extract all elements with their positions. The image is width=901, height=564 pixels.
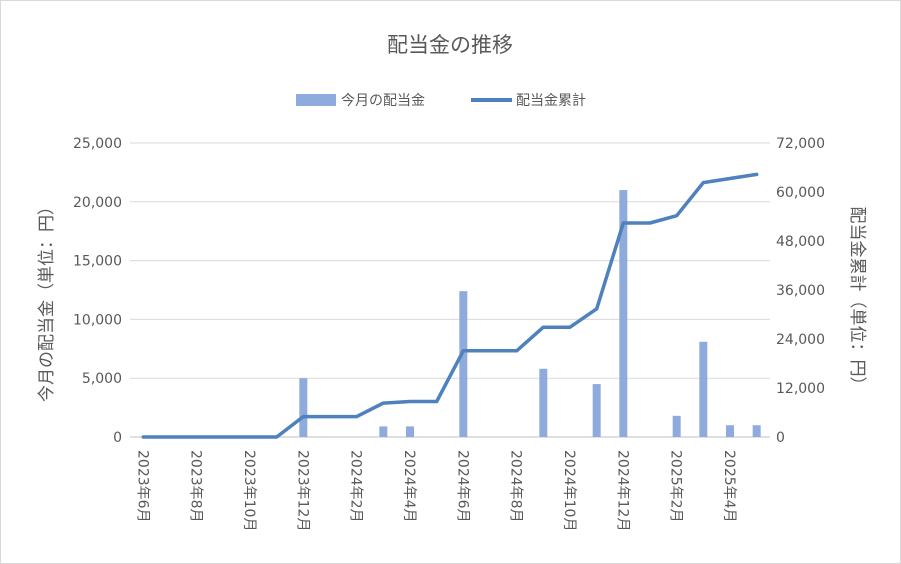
y-right-axis-title: 配当金累計（単位：円） <box>847 207 867 394</box>
y-right-tick-label: 48,000 <box>776 234 825 250</box>
x-tick-label: 2024年12月 <box>614 450 630 531</box>
bar <box>752 425 761 437</box>
bar <box>619 190 628 437</box>
legend-label-line: 配当金累計 <box>516 93 586 109</box>
bar <box>379 426 388 437</box>
y-left-tick-label: 15,000 <box>73 254 122 270</box>
bar <box>726 425 734 437</box>
bar <box>539 368 548 437</box>
y-left-axis-title: 今月の配当金（単位：円） <box>37 198 57 402</box>
bar <box>299 378 308 437</box>
y-right-tick-label: 0 <box>776 430 785 446</box>
legend-label-bar: 今月の配当金 <box>341 93 425 109</box>
y-right-tick-label: 60,000 <box>776 185 825 201</box>
x-tick-label: 2025年4月 <box>721 450 737 523</box>
x-tick-label: 2024年8月 <box>508 450 524 523</box>
y-left-tick-label: 10,000 <box>73 312 122 328</box>
y-left-tick-label: 5,000 <box>82 371 122 387</box>
y-right-tick-label: 72,000 <box>776 136 825 152</box>
x-tick-label: 2023年6月 <box>134 450 150 523</box>
x-tick-label: 2024年2月 <box>348 450 364 523</box>
bar <box>699 341 708 437</box>
bar <box>459 291 468 437</box>
legend-bar-swatch <box>296 94 336 106</box>
x-tick-label: 2024年10月 <box>561 450 577 531</box>
x-tick-label: 2025年2月 <box>668 450 684 523</box>
x-tick-label: 2024年6月 <box>454 450 470 523</box>
bar <box>406 426 414 437</box>
x-tick-label: 2023年8月 <box>188 450 204 523</box>
y-right-tick-label: 12,000 <box>776 381 825 397</box>
y-right-tick-label: 24,000 <box>776 332 825 348</box>
bar <box>672 415 681 437</box>
y-left-tick-label: 20,000 <box>73 195 122 211</box>
bar <box>592 384 601 437</box>
x-tick-label: 2023年12月 <box>294 450 310 531</box>
cumulative-line <box>141 172 759 439</box>
y-left-tick-label: 25,000 <box>73 136 122 152</box>
legend: 今月の配当金 配当金累計 <box>296 93 586 109</box>
y-right-tick-label: 36,000 <box>776 283 825 299</box>
chart-title: 配当金の推移 <box>387 33 513 57</box>
y-left-tick-label: 0 <box>113 430 122 446</box>
x-tick-label: 2024年4月 <box>401 450 417 523</box>
x-tick-label: 2023年10月 <box>241 450 257 531</box>
